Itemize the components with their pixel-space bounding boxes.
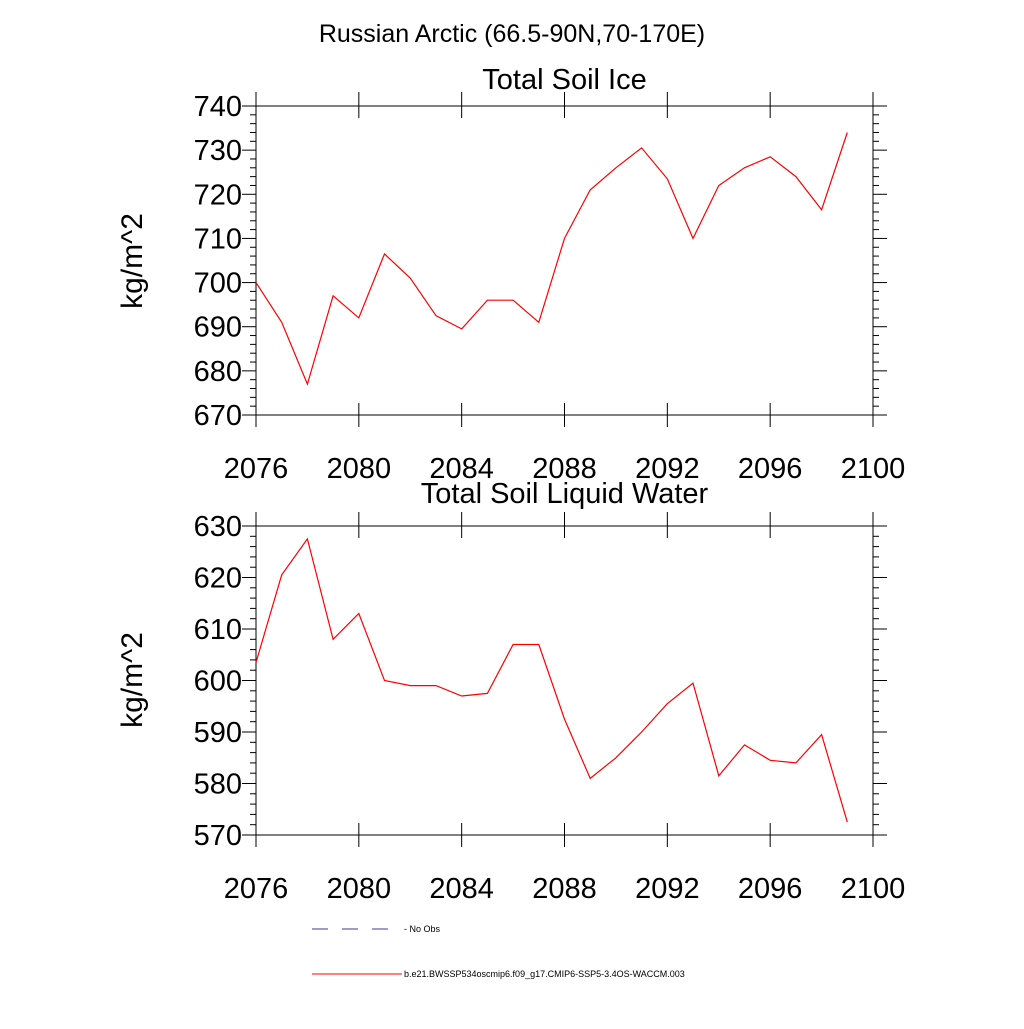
x-tick-label: 2100 (841, 873, 906, 905)
x-tick-label: 2076 (224, 453, 289, 485)
plot-frame (255, 105, 874, 416)
x-tick-label: 2076 (224, 873, 289, 905)
x-tick-label: 2100 (841, 453, 906, 485)
y-tick-label: 670 (194, 400, 242, 432)
chart-panel-1: Total Soil Ice kg/m^2 2076 2080 2084 2088 2092… (116, 64, 905, 485)
x-tick-label: 2088 (532, 453, 597, 485)
x-tick-label: 2080 (327, 453, 392, 485)
legend-label: - No Obs (404, 924, 441, 934)
x-tick-label: 2092 (635, 873, 700, 905)
y-tick-label: 720 (194, 179, 242, 211)
x-tick-label: 2096 (738, 453, 803, 485)
y-tick-label: 580 (194, 769, 242, 801)
plot-frame (255, 525, 874, 836)
x-tick-label: 2092 (635, 453, 700, 485)
legend: - No Obs b.e21.BWSSP534oscmip6.f09_g17.CM… (312, 924, 685, 979)
y-tick-label: 630 (194, 511, 242, 543)
x-tick-label: 2096 (738, 873, 803, 905)
series-line (255, 132, 848, 386)
y-tick-label: 610 (194, 614, 242, 646)
y-tick-label: 600 (194, 666, 242, 698)
chart-panel-2: Total Soil Liquid Water kg/m^2 2076 2080 208… (116, 478, 905, 905)
y-tick-label: 680 (194, 356, 242, 388)
chart-title: Total Soil Ice (482, 64, 646, 96)
x-tick-label: 2084 (429, 453, 494, 485)
legend-label: b.e21.BWSSP534oscmip6.f09_g17.CMIP6-SSP5… (404, 969, 685, 979)
x-tick-label: 2084 (429, 873, 494, 905)
x-tick-label: 2088 (532, 873, 597, 905)
y-tick-label: 740 (194, 91, 242, 123)
y-tick-label: 590 (194, 717, 242, 749)
y-tick-label: 570 (194, 820, 242, 852)
y-tick-label: 730 (194, 135, 242, 167)
y-axis-label: kg/m^2 (116, 632, 149, 728)
y-tick-label: 690 (194, 312, 242, 344)
figure-suptitle: Russian Arctic (66.5-90N,70-170E) (319, 20, 705, 48)
y-tick-label: 700 (194, 268, 242, 300)
y-axis-label: kg/m^2 (116, 213, 149, 309)
y-tick-label: 620 (194, 563, 242, 595)
x-tick-label: 2080 (327, 873, 392, 905)
series-line (255, 537, 848, 823)
y-tick-label: 710 (194, 223, 242, 255)
chart-title: Total Soil Liquid Water (421, 478, 709, 510)
